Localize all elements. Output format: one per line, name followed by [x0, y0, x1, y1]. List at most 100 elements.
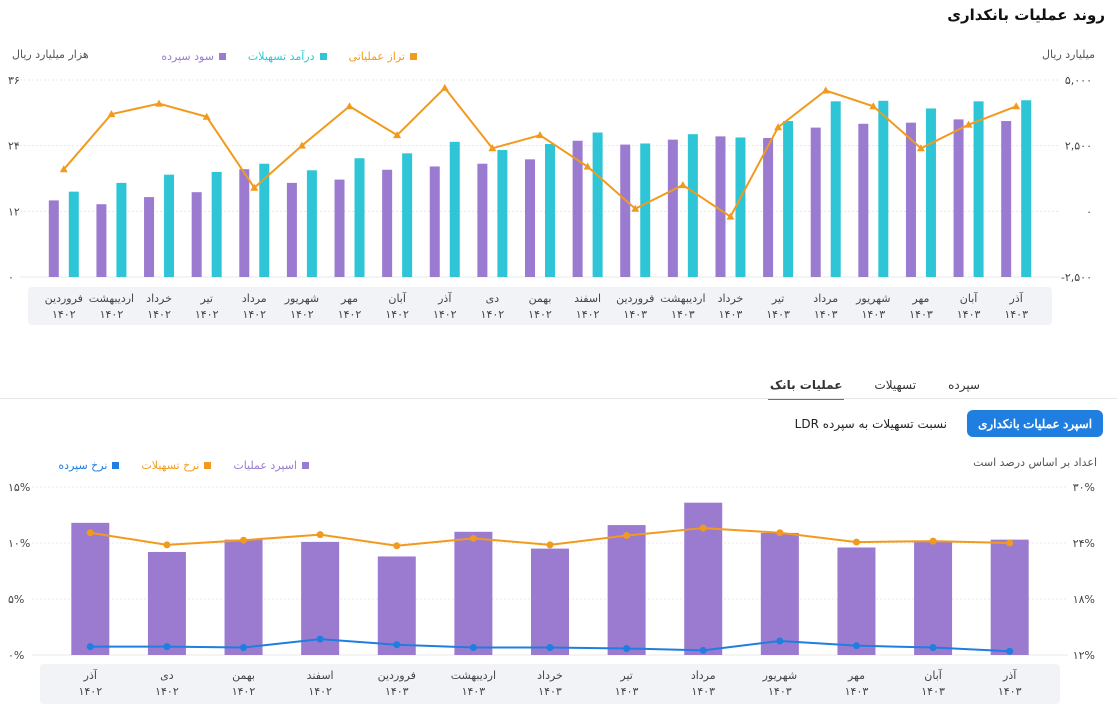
bar: [71, 522, 110, 655]
legend-swatch: [410, 53, 417, 60]
bar: [925, 108, 936, 277]
line-point: [59, 165, 68, 173]
x-tick-year: ۱۴۰۳: [998, 685, 1022, 698]
left-axis-tick: ۵%: [8, 593, 24, 606]
x-tick-year: ۱۴۰۳: [768, 685, 792, 698]
left-axis-tick: ۰%: [8, 649, 24, 662]
line-point: [345, 102, 354, 110]
x-tick-year: ۱۴۰۲: [78, 685, 102, 698]
legend-item-operating-balance[interactable]: تراز عملیاتی: [349, 50, 417, 63]
bar: [382, 169, 393, 277]
bar: [96, 204, 107, 277]
x-tick-month: آذر: [1002, 668, 1017, 682]
ldr-button[interactable]: نسبت تسهیلات به سپرده LDR: [794, 416, 947, 431]
x-tick-year: ۱۴۰۲: [481, 308, 505, 321]
bar: [454, 531, 493, 655]
line-point: [163, 541, 171, 549]
bar: [810, 127, 821, 277]
bar: [259, 163, 270, 277]
x-tick-year: ۱۴۰۳: [845, 685, 869, 698]
right-axis-tick: -۲,۵۰۰: [1061, 271, 1092, 284]
line-point: [202, 112, 211, 120]
x-tick-month: فروردین: [616, 292, 654, 305]
bar: [497, 150, 508, 277]
line-point: [536, 131, 544, 139]
x-tick-year: ۱۴۰۲: [385, 308, 409, 321]
x-tick-month: مرداد: [691, 669, 716, 682]
x-tick-year: ۱۴۰۲: [576, 308, 600, 321]
line-point: [1012, 102, 1021, 110]
line-point: [316, 531, 324, 539]
line-point: [1006, 647, 1014, 655]
right-axis-tick: ۲,۵۰۰: [1065, 140, 1092, 153]
line-point: [623, 532, 631, 540]
bar: [224, 539, 263, 655]
x-tick-month: مرداد: [813, 292, 838, 305]
bar: [990, 539, 1029, 655]
chart1-canvas: ۳۶ ۵,۰۰۰ ۲۴ ۲,۵۰۰ ۱۲ ۰ ۰ -۲,۵۰۰ فروردین ۱۴۰۲ اردیب…: [8, 74, 1092, 325]
x-tick-month: دی: [160, 669, 174, 682]
x-tick-year: ۱۴۰۲: [155, 685, 179, 698]
x-tick-year: ۱۴۰۲: [195, 308, 219, 321]
bar: [377, 556, 416, 655]
bar: [306, 170, 317, 277]
line-point: [240, 536, 248, 544]
x-tick-year: ۱۴۰۳: [385, 685, 409, 698]
legend-item-deposit-interest[interactable]: سود سپرده: [161, 50, 226, 63]
x-tick-year: ۱۴۰۳: [862, 308, 886, 321]
x-tick-month: تیر: [771, 292, 784, 305]
x-tick-year: ۱۴۰۲: [308, 685, 332, 698]
x-tick-year: ۱۴۰۲: [147, 308, 171, 321]
right-axis-tick: ۵,۰۰۰: [1065, 74, 1092, 87]
legend-swatch: [302, 462, 309, 469]
bar: [735, 137, 746, 277]
x-tick-year: ۱۴۰۲: [433, 308, 457, 321]
x-tick-year: ۱۴۰۳: [957, 308, 981, 321]
x-tick-month: اردیبهشت: [660, 292, 705, 305]
line-point: [631, 204, 640, 212]
x-tick-month: خرداد: [537, 669, 563, 682]
page-title: روند عملیات بانکداری: [947, 6, 1105, 24]
tab-deposit[interactable]: سپرده: [948, 378, 980, 392]
bar: [545, 144, 555, 277]
chart1-left-unit: هزار میلیارد ریال: [12, 48, 89, 61]
left-axis-tick: ۳۶: [8, 74, 20, 87]
x-tick-month: آذر: [83, 668, 98, 682]
x-tick-month: آبان: [924, 668, 942, 682]
line-point: [916, 144, 925, 152]
x-tick-month: مهر: [847, 669, 865, 682]
line-point: [774, 123, 783, 131]
right-axis-tick: ۱۲%: [1073, 649, 1095, 662]
tab-bank-operations[interactable]: عملیات بانک: [767, 376, 845, 400]
legend-item-loan-income[interactable]: درآمد تسهیلات: [248, 50, 327, 63]
x-tick-year: ۱۴۰۲: [338, 308, 362, 321]
x-tick-year: ۱۴۰۳: [766, 308, 790, 321]
left-axis-tick: ۱۵%: [8, 481, 30, 494]
x-tick-month: آبان: [388, 291, 406, 305]
x-tick-year: ۱۴۰۳: [814, 308, 838, 321]
line-point: [155, 99, 164, 107]
left-axis-tick: ۲۴: [8, 140, 20, 153]
x-tick-month: اسفند: [307, 669, 334, 682]
line-point: [393, 542, 401, 550]
line-point: [726, 212, 735, 220]
bar: [48, 200, 59, 277]
line-point: [316, 635, 324, 643]
x-tick-month: مهر: [911, 292, 929, 305]
line-point: [488, 144, 497, 152]
line-point: [163, 643, 171, 651]
tab-bar: سپرده تسهیلات عملیات بانک: [767, 376, 982, 400]
line-point: [469, 644, 477, 652]
x-tick-month: شهریور: [762, 669, 797, 682]
line-point: [699, 646, 707, 654]
legend-item-operating-spread[interactable]: اسپرد عملیات: [233, 459, 309, 472]
x-axis-band: [40, 664, 1060, 704]
legend-item-deposit-rate[interactable]: نرخ سپرده: [58, 459, 120, 472]
bar: [973, 101, 984, 277]
legend-item-loan-rate[interactable]: نرخ تسهیلات: [141, 459, 212, 472]
tab-loans[interactable]: تسهیلات: [874, 378, 917, 392]
x-tick-year: ۱۴۰۲: [100, 308, 124, 321]
spread-button[interactable]: اسپرد عملیات بانکداری: [967, 410, 1103, 437]
x-tick-year: ۱۴۰۳: [691, 685, 715, 698]
